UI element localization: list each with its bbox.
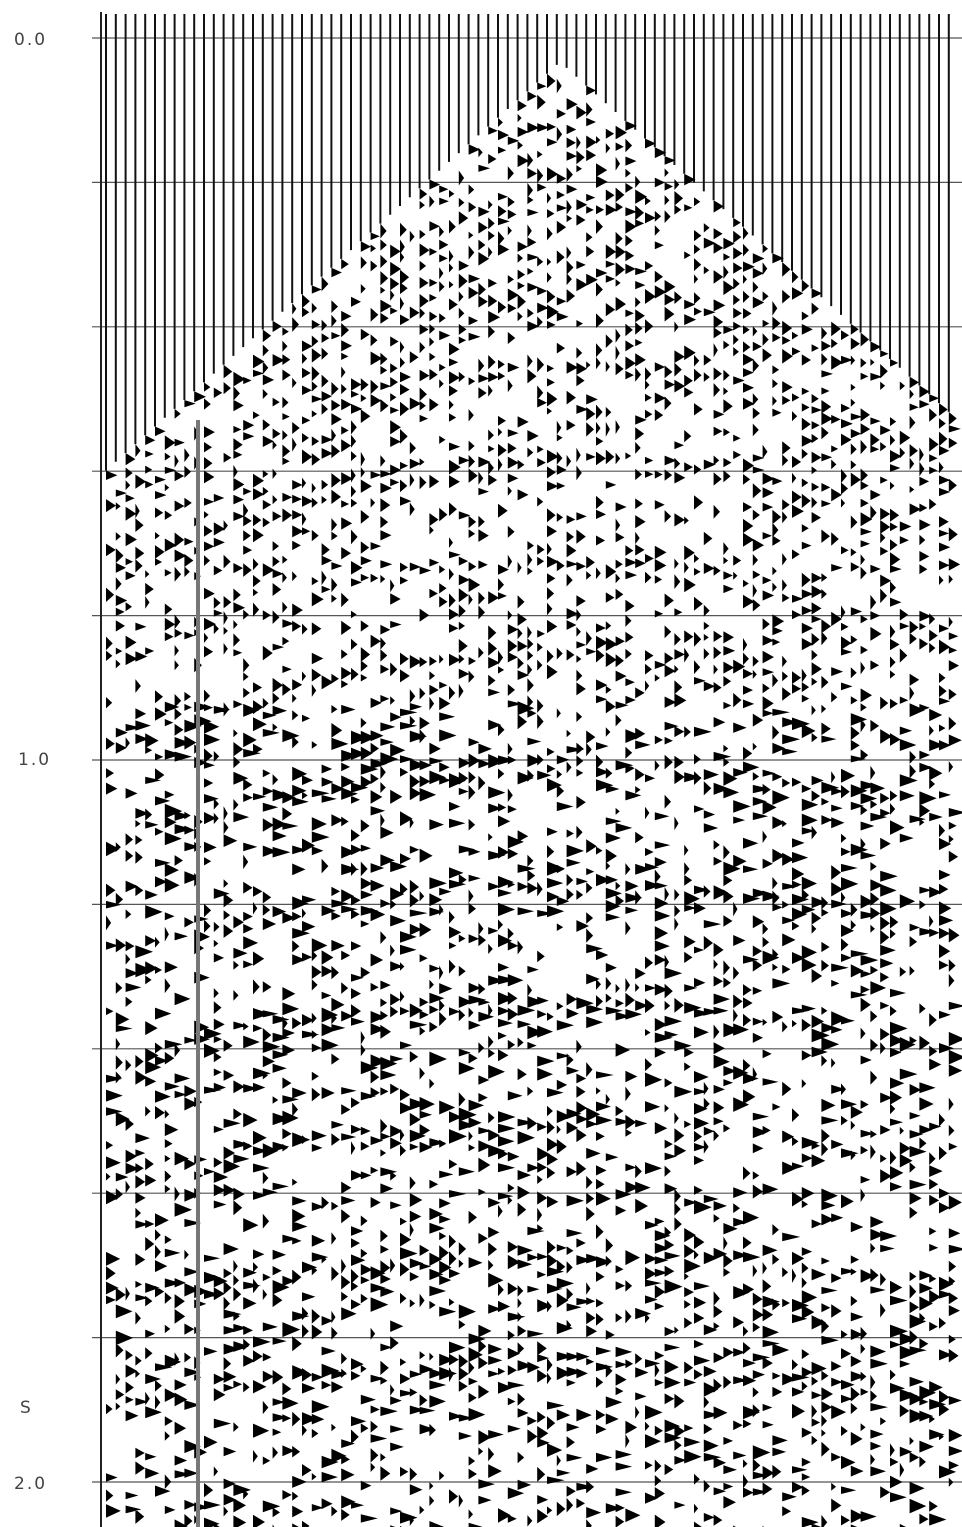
axis-label: 1.0 — [18, 750, 51, 770]
page: 0.0 1.0 S 2.0 (() => { const data = JSON… — [0, 0, 962, 1527]
axis-label: 0.0 — [14, 30, 47, 50]
axis-label: 2.0 — [14, 1474, 47, 1494]
seismic-section: 0.0 1.0 S 2.0 — [0, 0, 962, 1527]
axis-label: S — [20, 1398, 33, 1418]
